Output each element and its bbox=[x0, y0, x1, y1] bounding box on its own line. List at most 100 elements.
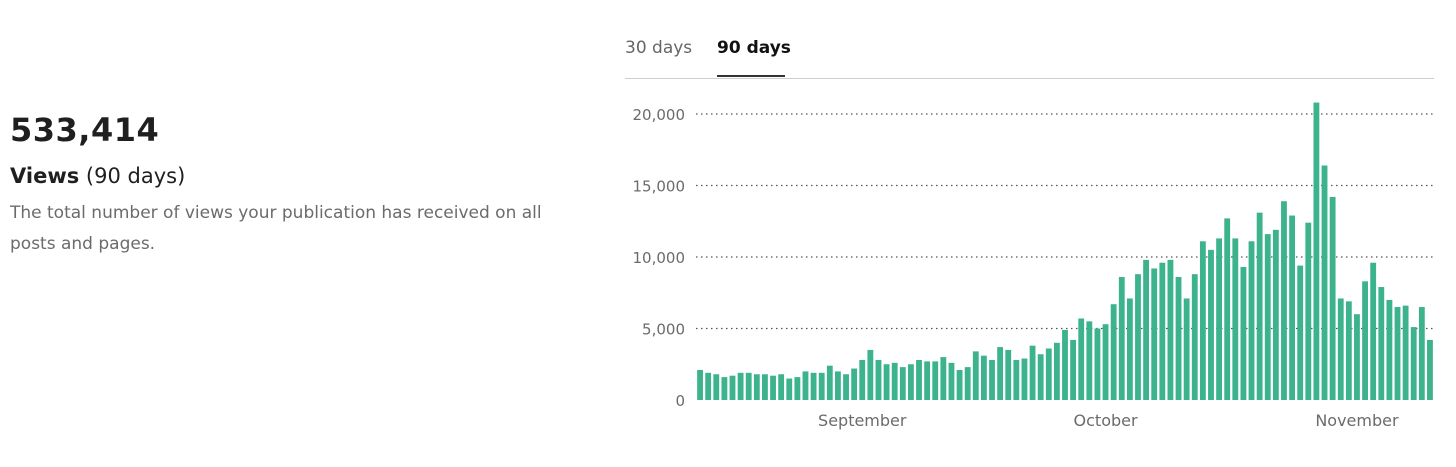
bar[interactable] bbox=[964, 367, 971, 400]
bar[interactable] bbox=[745, 372, 752, 400]
active-tab-underline bbox=[717, 75, 785, 77]
bar[interactable] bbox=[1175, 277, 1182, 400]
bar[interactable] bbox=[1272, 229, 1279, 400]
bar[interactable] bbox=[1159, 262, 1166, 400]
bar[interactable] bbox=[948, 362, 955, 400]
bar[interactable] bbox=[916, 359, 922, 400]
bar[interactable] bbox=[1305, 222, 1312, 400]
bar[interactable] bbox=[802, 371, 809, 400]
bar[interactable] bbox=[891, 362, 898, 400]
tab-90-days[interactable]: 90 days bbox=[717, 38, 791, 58]
bar[interactable] bbox=[1418, 307, 1425, 400]
bar[interactable] bbox=[1232, 238, 1239, 400]
bar[interactable] bbox=[859, 359, 866, 400]
bar[interactable] bbox=[907, 364, 914, 400]
bar[interactable] bbox=[1386, 299, 1393, 400]
bar[interactable] bbox=[1086, 321, 1093, 400]
metric-title: Views (90 days) bbox=[10, 162, 570, 190]
bar[interactable] bbox=[1248, 241, 1255, 400]
bar[interactable] bbox=[1264, 234, 1271, 400]
bar[interactable] bbox=[940, 357, 947, 400]
bar[interactable] bbox=[924, 361, 931, 400]
bar[interactable] bbox=[753, 374, 760, 400]
bar[interactable] bbox=[1321, 165, 1328, 400]
bar[interactable] bbox=[1118, 277, 1125, 400]
bar[interactable] bbox=[1078, 318, 1085, 400]
y-tick-label: 0 bbox=[675, 392, 685, 410]
bar[interactable] bbox=[1199, 241, 1206, 400]
bar[interactable] bbox=[1062, 329, 1068, 400]
bar[interactable] bbox=[1370, 262, 1377, 400]
bar[interactable] bbox=[705, 372, 712, 400]
bar[interactable] bbox=[1362, 281, 1368, 400]
metric-description: The total number of views your publicati… bbox=[10, 203, 542, 254]
bar[interactable] bbox=[826, 365, 833, 400]
bar[interactable] bbox=[972, 351, 979, 400]
bar[interactable] bbox=[843, 374, 849, 400]
bar[interactable] bbox=[1289, 215, 1295, 400]
bar[interactable] bbox=[786, 378, 793, 400]
bar[interactable] bbox=[810, 372, 817, 400]
bar[interactable] bbox=[1329, 196, 1336, 400]
bar[interactable] bbox=[713, 374, 720, 400]
bar[interactable] bbox=[1013, 359, 1020, 400]
x-month-label: September bbox=[818, 411, 907, 430]
tab-30-days[interactable]: 30 days bbox=[625, 38, 693, 58]
bar[interactable] bbox=[770, 375, 776, 400]
bar[interactable] bbox=[1045, 348, 1052, 400]
bar[interactable] bbox=[932, 361, 939, 400]
bar[interactable] bbox=[1224, 218, 1231, 400]
bar[interactable] bbox=[835, 371, 841, 400]
bar[interactable] bbox=[1029, 345, 1036, 400]
bar[interactable] bbox=[989, 359, 995, 400]
bar[interactable] bbox=[1216, 238, 1223, 400]
bar[interactable] bbox=[818, 372, 825, 400]
bar[interactable] bbox=[778, 374, 785, 400]
y-tick-label: 10,000 bbox=[633, 249, 686, 267]
bar[interactable] bbox=[867, 349, 874, 400]
bar[interactable] bbox=[1402, 305, 1409, 400]
bar[interactable] bbox=[1053, 342, 1060, 400]
bar[interactable] bbox=[1126, 298, 1133, 400]
bar[interactable] bbox=[1240, 267, 1247, 400]
bar[interactable] bbox=[1143, 259, 1150, 400]
y-tick-label: 20,000 bbox=[633, 106, 686, 124]
bar[interactable] bbox=[721, 377, 728, 400]
bar[interactable] bbox=[1135, 274, 1141, 400]
bar[interactable] bbox=[1183, 298, 1190, 400]
bar[interactable] bbox=[1151, 268, 1158, 400]
bar[interactable] bbox=[883, 364, 890, 400]
bar[interactable] bbox=[697, 369, 703, 400]
bar[interactable] bbox=[1005, 349, 1012, 400]
bar[interactable] bbox=[1102, 324, 1109, 400]
bar[interactable] bbox=[1313, 102, 1320, 400]
bar[interactable] bbox=[1021, 358, 1028, 400]
bar[interactable] bbox=[1378, 287, 1385, 400]
bar[interactable] bbox=[1345, 301, 1352, 400]
bar[interactable] bbox=[1094, 328, 1101, 401]
bar[interactable] bbox=[851, 368, 858, 400]
bar[interactable] bbox=[762, 374, 768, 400]
bar[interactable] bbox=[956, 369, 963, 400]
bar[interactable] bbox=[899, 367, 906, 400]
bar[interactable] bbox=[1167, 259, 1174, 400]
bar[interactable] bbox=[1208, 249, 1214, 400]
bar[interactable] bbox=[729, 375, 736, 400]
bar[interactable] bbox=[997, 347, 1004, 400]
bar[interactable] bbox=[875, 359, 882, 400]
bar[interactable] bbox=[1281, 201, 1287, 400]
bar[interactable] bbox=[737, 372, 744, 400]
bar[interactable] bbox=[980, 355, 987, 400]
bar[interactable] bbox=[1337, 298, 1344, 400]
bar[interactable] bbox=[1297, 265, 1304, 400]
bar[interactable] bbox=[1427, 339, 1433, 400]
bar[interactable] bbox=[1256, 212, 1263, 400]
bar[interactable] bbox=[1070, 339, 1077, 400]
bar[interactable] bbox=[794, 377, 801, 400]
bar[interactable] bbox=[1394, 307, 1401, 400]
bar[interactable] bbox=[1037, 354, 1044, 400]
bar[interactable] bbox=[1191, 274, 1198, 400]
bar[interactable] bbox=[1354, 314, 1360, 400]
bar[interactable] bbox=[1410, 327, 1417, 400]
bar[interactable] bbox=[1110, 304, 1117, 400]
